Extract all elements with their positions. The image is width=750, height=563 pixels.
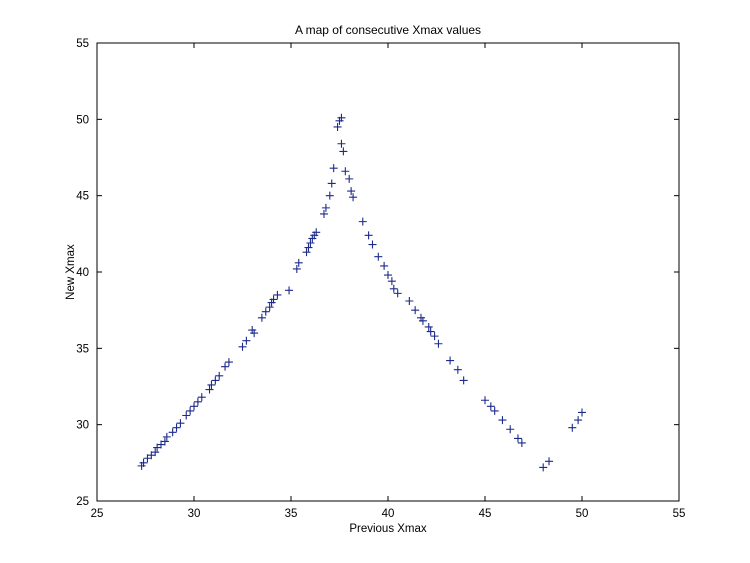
data-point bbox=[207, 380, 216, 389]
data-point bbox=[265, 303, 274, 312]
data-point bbox=[205, 385, 214, 394]
data-point bbox=[374, 252, 383, 261]
data-point bbox=[513, 434, 522, 443]
y-tick-label: 50 bbox=[76, 114, 89, 126]
data-point bbox=[459, 376, 468, 385]
data-point bbox=[242, 336, 251, 345]
x-axis-ticks: 25 30 35 40 45 50 55 bbox=[91, 43, 686, 520]
data-point bbox=[393, 289, 402, 298]
data-point bbox=[368, 240, 377, 249]
y-tick-label: 30 bbox=[76, 420, 89, 432]
data-point bbox=[486, 402, 495, 411]
data-point bbox=[358, 217, 367, 226]
data-point bbox=[321, 203, 330, 212]
data-point bbox=[453, 365, 462, 374]
data-point bbox=[238, 342, 247, 351]
data-point bbox=[568, 423, 577, 432]
data-point bbox=[160, 437, 169, 446]
data-point bbox=[186, 406, 195, 415]
data-point bbox=[446, 356, 455, 365]
data-point bbox=[341, 167, 350, 176]
y-axis-label: New Xmax bbox=[65, 244, 77, 300]
data-point bbox=[319, 209, 328, 218]
data-point bbox=[389, 284, 398, 293]
data-point bbox=[329, 164, 338, 173]
data-point bbox=[481, 396, 489, 405]
data-point bbox=[539, 463, 548, 472]
data-point bbox=[327, 179, 336, 188]
data-point bbox=[292, 264, 301, 273]
x-tick-label: 30 bbox=[188, 508, 201, 520]
data-points bbox=[137, 113, 586, 472]
y-tick-label: 55 bbox=[76, 38, 89, 50]
x-tick-label: 55 bbox=[673, 508, 686, 520]
y-axis-ticks: 25 30 35 40 45 50 55 bbox=[76, 38, 679, 508]
data-point bbox=[302, 248, 311, 257]
data-point bbox=[312, 228, 321, 237]
data-point bbox=[294, 258, 303, 267]
x-tick-label: 25 bbox=[91, 508, 104, 520]
data-point bbox=[211, 376, 220, 385]
data-point bbox=[337, 139, 346, 148]
data-point bbox=[545, 457, 554, 466]
x-tick-label: 45 bbox=[479, 508, 492, 520]
data-point bbox=[349, 193, 358, 202]
data-point bbox=[285, 286, 294, 295]
data-point bbox=[411, 306, 420, 315]
data-point bbox=[498, 416, 507, 425]
data-point bbox=[269, 295, 278, 304]
x-tick-label: 50 bbox=[576, 508, 589, 520]
data-point bbox=[197, 393, 206, 402]
data-point bbox=[434, 339, 443, 348]
data-point bbox=[384, 271, 392, 280]
data-point bbox=[248, 326, 257, 335]
data-point bbox=[345, 174, 354, 183]
data-point bbox=[151, 448, 160, 457]
data-point bbox=[405, 297, 414, 306]
data-point bbox=[257, 313, 266, 322]
x-axis-label: Previous Xmax bbox=[349, 523, 427, 535]
y-tick-label: 25 bbox=[76, 496, 89, 508]
data-point bbox=[162, 432, 171, 441]
data-point bbox=[506, 425, 515, 434]
data-point bbox=[387, 277, 396, 286]
data-point bbox=[193, 397, 202, 406]
x-tick-label: 40 bbox=[382, 508, 395, 520]
data-point bbox=[337, 113, 346, 122]
data-point bbox=[304, 243, 313, 252]
data-point bbox=[182, 411, 191, 420]
data-point bbox=[261, 307, 270, 316]
data-point bbox=[224, 358, 233, 367]
data-point bbox=[190, 402, 198, 411]
data-point bbox=[172, 423, 181, 432]
data-point bbox=[347, 187, 356, 196]
data-point bbox=[306, 238, 315, 247]
data-point bbox=[490, 406, 499, 415]
data-point bbox=[273, 290, 282, 299]
data-point bbox=[418, 316, 427, 325]
y-tick-label: 45 bbox=[76, 191, 89, 203]
data-point bbox=[139, 458, 148, 467]
chart-title: A map of consecutive Xmax values bbox=[295, 23, 481, 37]
data-point bbox=[325, 191, 334, 200]
data-point bbox=[333, 122, 342, 131]
data-point bbox=[430, 332, 439, 341]
data-point bbox=[424, 322, 433, 331]
data-point bbox=[574, 416, 583, 425]
y-tick-label: 40 bbox=[76, 267, 89, 279]
data-point bbox=[215, 371, 224, 380]
data-point bbox=[221, 362, 230, 371]
y-tick-label: 35 bbox=[76, 343, 89, 355]
data-point bbox=[426, 327, 435, 336]
data-point bbox=[168, 428, 177, 437]
data-point bbox=[339, 147, 348, 156]
data-point bbox=[364, 231, 373, 240]
data-point bbox=[380, 261, 389, 270]
data-point bbox=[176, 419, 185, 428]
data-point bbox=[517, 438, 526, 447]
x-tick-label: 35 bbox=[285, 508, 298, 520]
data-point bbox=[578, 408, 586, 417]
